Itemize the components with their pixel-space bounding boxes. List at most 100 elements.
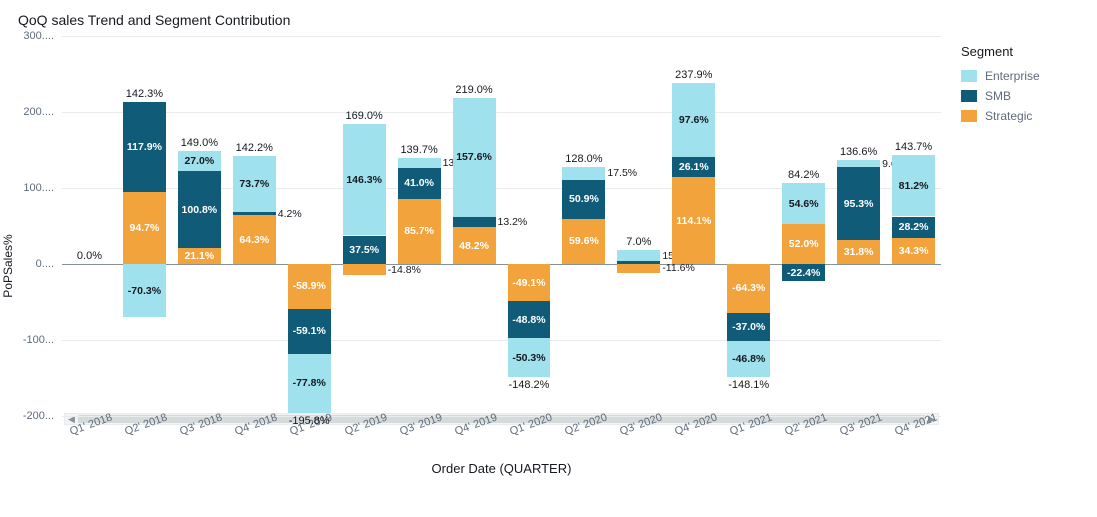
bar-segment-enterprise[interactable]: 81.2% <box>892 155 935 217</box>
bar-group[interactable]: Q2' 2019-14.8%37.5%146.3%169.0% <box>337 36 392 409</box>
bar-segment-strategic[interactable]: 31.8% <box>837 240 880 264</box>
bar-segment-smb[interactable]: 100.8% <box>178 171 221 248</box>
bar-segment-label: -49.1% <box>512 277 545 289</box>
legend-item-enterprise[interactable]: Enterprise <box>961 69 1081 83</box>
bar-segment-strategic[interactable]: 114.1% <box>672 177 715 264</box>
bar-segment-enterprise[interactable]: 73.7% <box>233 156 276 212</box>
bar-total-label: 149.0% <box>181 137 218 149</box>
bar-segment-smb[interactable]: 117.9% <box>123 102 166 192</box>
bar-segment-label: 73.7% <box>239 178 269 190</box>
bar-segment-strategic[interactable]: -49.1% <box>508 264 551 301</box>
bar-group[interactable]: Q4' 201864.3%4.2%73.7%142.2% <box>227 36 282 409</box>
bar-segment-strategic[interactable]: 34.3% <box>892 238 935 264</box>
y-tick-label: 300.... <box>23 30 54 42</box>
bar-segment-enterprise[interactable] <box>617 250 660 261</box>
bar-segment-strategic[interactable]: 52.0% <box>782 224 825 264</box>
bar-group[interactable]: Q3' 201821.1%100.8%27.0%149.0% <box>172 36 227 409</box>
bar-segment-smb[interactable]: -37.0% <box>727 313 770 341</box>
bar-segment-smb[interactable]: 37.5% <box>343 236 386 265</box>
bar-segment-smb[interactable] <box>617 261 660 264</box>
legend-item-smb[interactable]: SMB <box>961 89 1081 103</box>
bar-segment-label: -77.8% <box>293 377 326 389</box>
bar-group[interactable]: Q2' 202152.0%-22.4%54.6%84.2% <box>776 36 831 409</box>
bar-segment-label: 95.3% <box>844 198 874 210</box>
bar-total-label: 136.6% <box>840 146 877 158</box>
bar-segment-label: 100.8% <box>182 204 218 216</box>
bar-segment-label: 94.7% <box>130 222 160 234</box>
chart-body: PoPSales% -200...-100...0....100....200.… <box>16 36 1081 476</box>
bar-segment-smb[interactable]: 41.0% <box>398 168 441 199</box>
bar-segment-strategic[interactable]: 94.7% <box>123 192 166 264</box>
bar-segment-label: 21.1% <box>184 250 214 262</box>
legend-swatch <box>961 70 977 82</box>
legend-item-strategic[interactable]: Strategic <box>961 109 1081 123</box>
bar-segment-label: 34.3% <box>899 245 929 257</box>
y-tick-label: 200.... <box>23 106 54 118</box>
bar-segment-enterprise[interactable]: -46.8% <box>727 341 770 377</box>
bar-segment-label: -58.9% <box>293 280 326 292</box>
bar-segment-strategic[interactable]: 85.7% <box>398 199 441 264</box>
bar-group[interactable]: Q4' 201948.2%13.2%157.6%219.0% <box>447 36 502 409</box>
bar-group[interactable]: Q1' 2021-64.3%-37.0%-46.8%-148.1% <box>721 36 776 409</box>
bar-segment-smb[interactable]: 95.3% <box>837 167 880 239</box>
bar-segment-strategic[interactable] <box>617 264 660 273</box>
bar-total-label: 84.2% <box>788 169 819 181</box>
bar-segment-smb[interactable]: 28.2% <box>892 217 935 238</box>
bar-segment-enterprise[interactable] <box>398 158 441 168</box>
bar-group[interactable]: Q3' 202131.8%95.3%9.6%136.6% <box>831 36 886 409</box>
bar-segment-label: 37.5% <box>349 244 379 256</box>
bar-group[interactable]: Q3' 201985.7%41.0%13.0%139.7% <box>392 36 447 409</box>
bar-segment-label: 146.3% <box>346 174 382 186</box>
bar-segment-strategic[interactable] <box>343 264 386 275</box>
bar-segment-enterprise[interactable]: 54.6% <box>782 183 825 224</box>
bar-segment-enterprise[interactable]: -50.3% <box>508 338 551 376</box>
bar-segment-label: 81.2% <box>899 180 929 192</box>
bar-segment-smb[interactable]: -59.1% <box>288 309 331 354</box>
bar-segment-enterprise[interactable]: -70.3% <box>123 264 166 317</box>
bar-segment-label: 97.6% <box>679 114 709 126</box>
bar-segment-enterprise[interactable]: 157.6% <box>453 98 496 218</box>
bar-segment-label: -46.8% <box>732 353 765 365</box>
legend-label: Enterprise <box>985 69 1040 83</box>
bar-segment-label: 59.6% <box>569 235 599 247</box>
bar-segment-smb[interactable]: -48.8% <box>508 301 551 338</box>
bar-segment-strategic[interactable]: 64.3% <box>233 215 276 264</box>
bar-segment-label: 52.0% <box>789 238 819 250</box>
plot-area: -200...-100...0....100....200....300....… <box>62 36 941 409</box>
legend-swatch <box>961 90 977 102</box>
bar-segment-label: 114.1% <box>676 215 711 227</box>
bar-segment-enterprise[interactable]: 27.0% <box>178 151 221 172</box>
bar-segment-label: 54.6% <box>789 198 819 210</box>
bar-group[interactable]: Q4' 2020114.1%26.1%97.6%237.9% <box>666 36 721 409</box>
bar-group[interactable]: Q1' 20180.0% <box>62 36 117 409</box>
legend-label: SMB <box>985 89 1011 103</box>
bar-segment-strategic[interactable]: -58.9% <box>288 264 331 309</box>
bar-segment-smb[interactable] <box>233 212 276 215</box>
bar-segment-smb[interactable]: -22.4% <box>782 264 825 281</box>
bar-segment-strategic[interactable]: 21.1% <box>178 248 221 264</box>
bar-segment-enterprise[interactable]: 97.6% <box>672 83 715 157</box>
bar-segment-enterprise[interactable]: 146.3% <box>343 124 386 235</box>
bar-total-label: 219.0% <box>455 84 492 96</box>
bar-segment-strategic[interactable]: -64.3% <box>727 264 770 313</box>
bar-segment-label: -64.3% <box>732 282 765 294</box>
bar-group[interactable]: Q2' 202059.6%50.9%17.5%128.0% <box>556 36 611 409</box>
bar-segment-label: 85.7% <box>404 225 434 237</box>
bar-segment-enterprise[interactable] <box>837 160 880 167</box>
bar-segment-strategic[interactable]: 59.6% <box>562 219 605 264</box>
bar-group[interactable]: Q1' 2019-58.9%-59.1%-77.8%-195.8% <box>282 36 337 409</box>
bar-group[interactable]: Q3' 2020-11.6%15.1%7.0% <box>611 36 666 409</box>
bar-segment-smb[interactable]: 26.1% <box>672 157 715 177</box>
bar-segment-smb[interactable]: 50.9% <box>562 180 605 219</box>
bar-segment-enterprise[interactable]: -77.8% <box>288 354 331 413</box>
bar-total-label: 7.0% <box>626 236 651 248</box>
bar-total-label: -148.1% <box>728 379 769 391</box>
bar-group[interactable]: Q2' 201894.7%117.9%-70.3%142.3% <box>117 36 172 409</box>
bar-group[interactable]: Q1' 2020-49.1%-48.8%-50.3%-148.2% <box>502 36 557 409</box>
legend: Segment EnterpriseSMBStrategic <box>941 36 1081 476</box>
bar-group[interactable]: Q4' 202134.3%28.2%81.2%143.7% <box>886 36 941 409</box>
bar-segment-smb[interactable] <box>453 217 496 227</box>
bar-segment-enterprise[interactable] <box>562 167 605 180</box>
bar-segment-label: 28.2% <box>899 221 929 233</box>
bar-segment-strategic[interactable]: 48.2% <box>453 227 496 264</box>
